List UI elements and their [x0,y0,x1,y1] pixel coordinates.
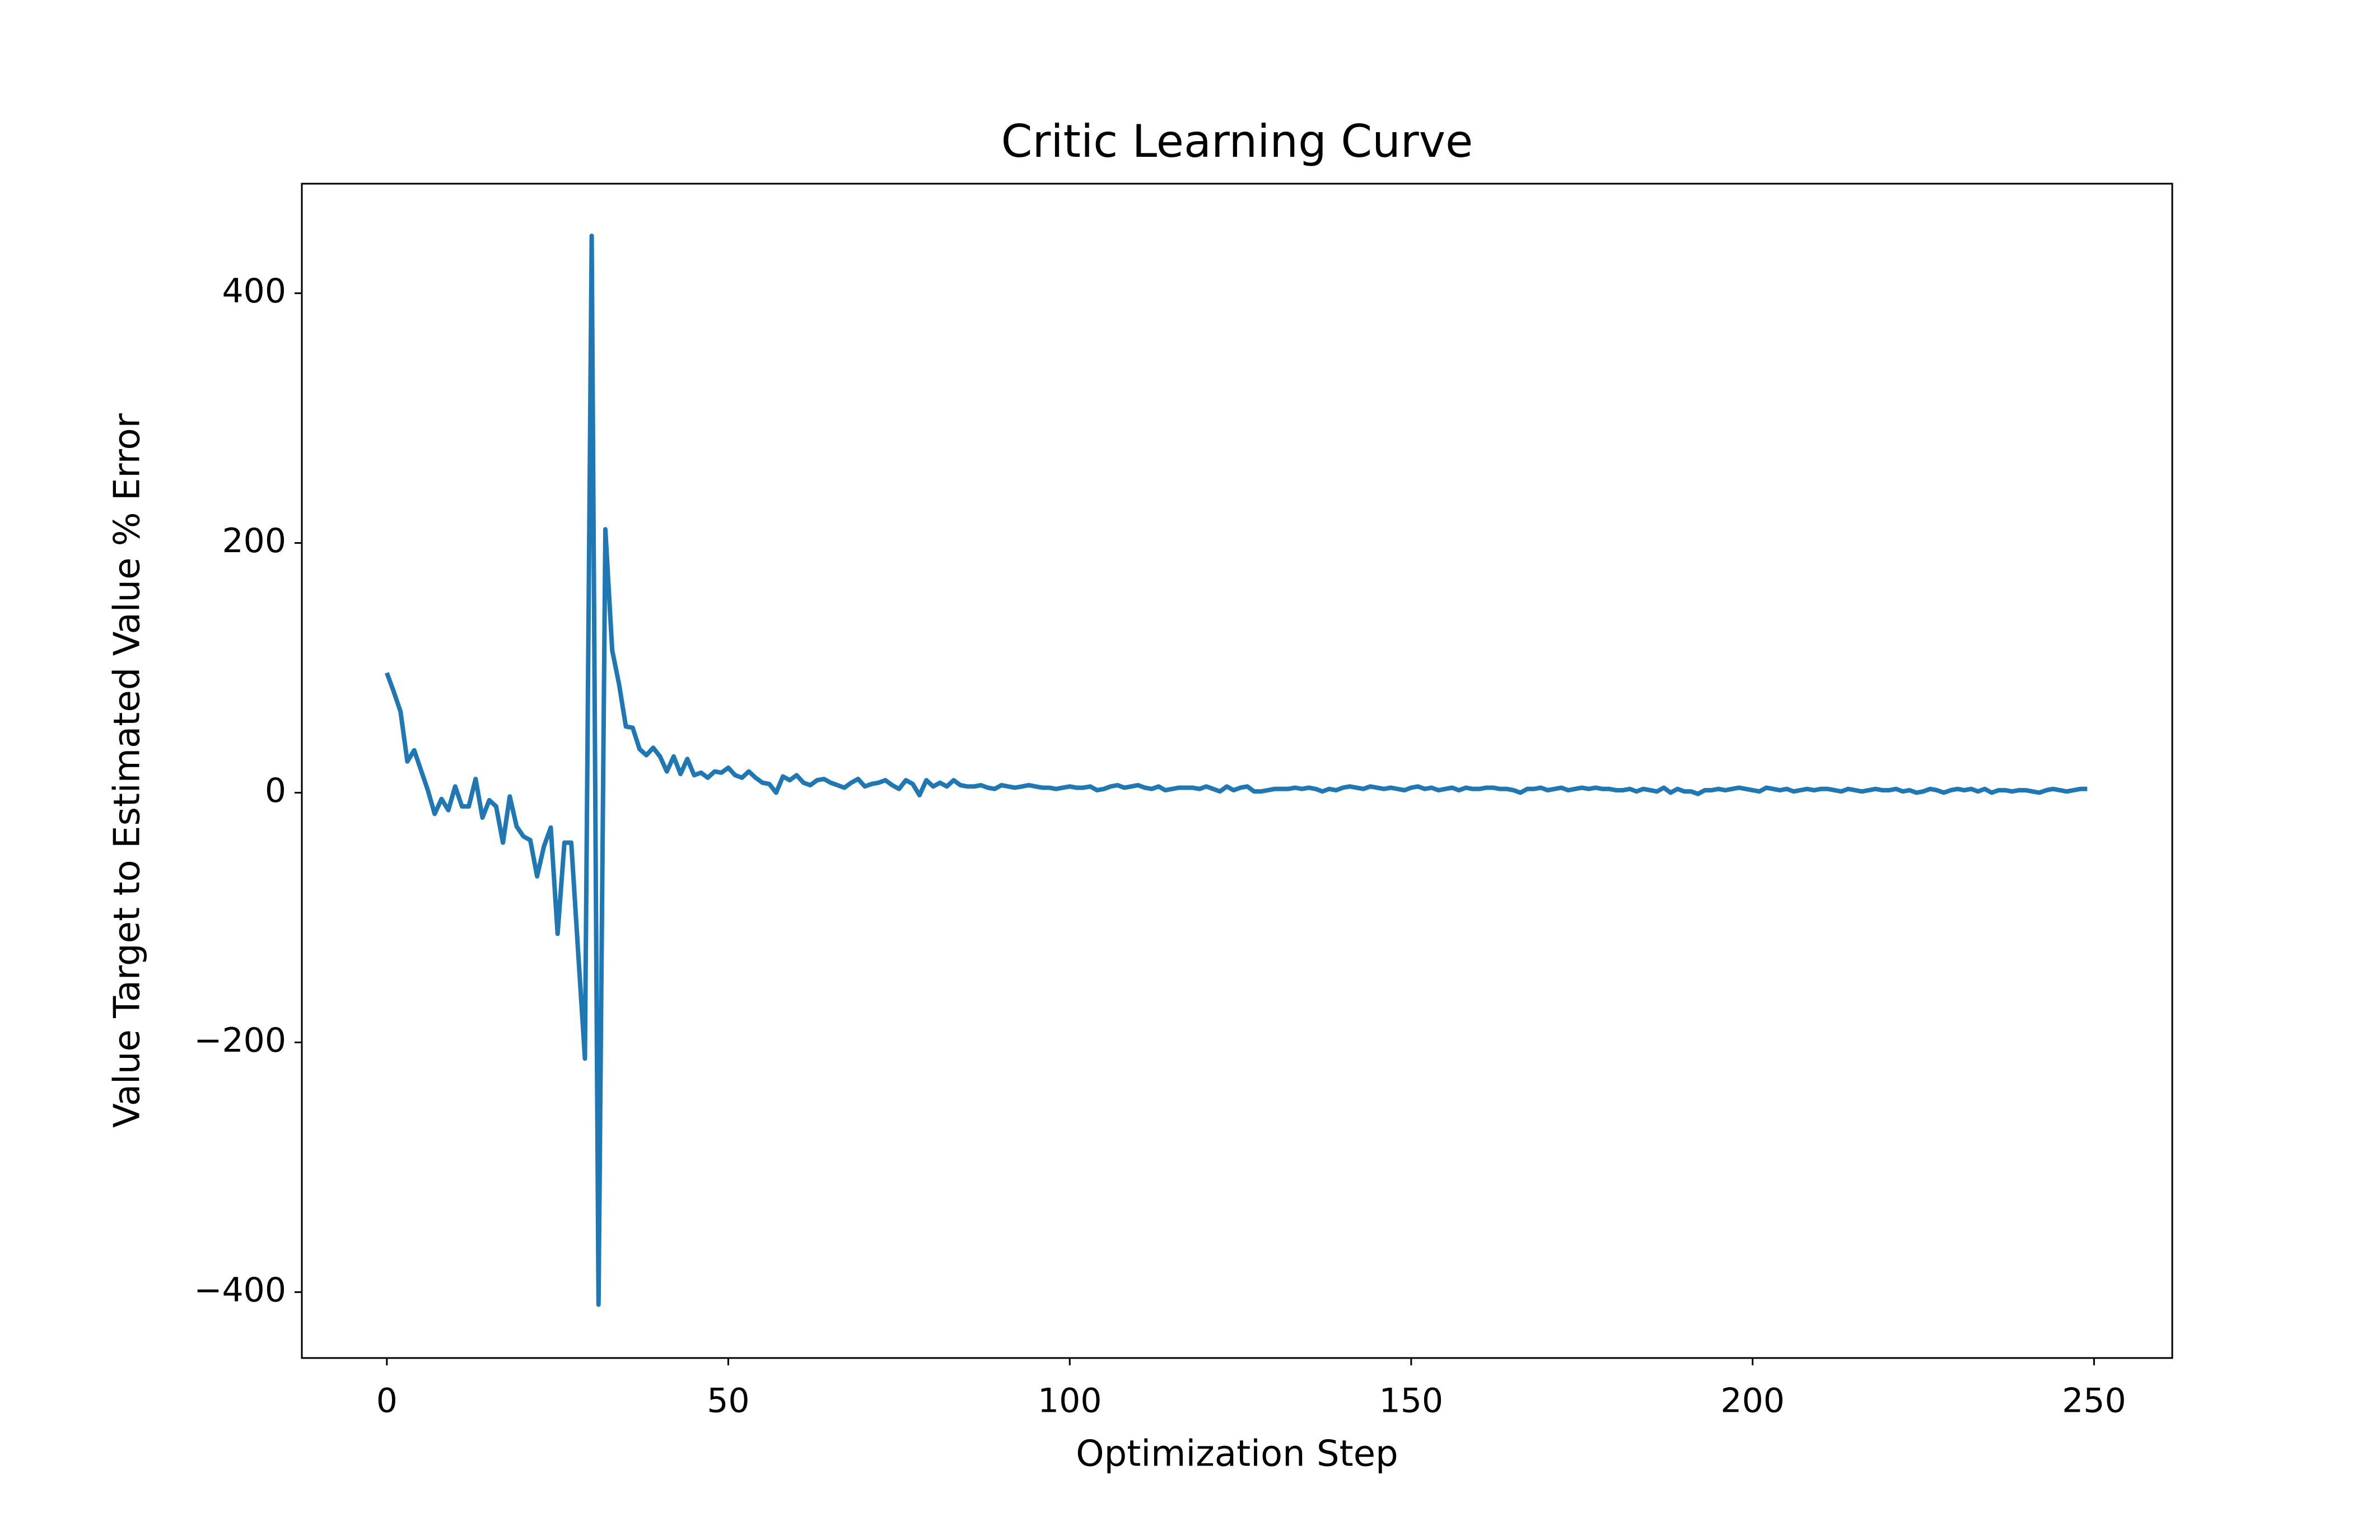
y-tick-label: 0 [265,771,286,810]
x-tick-label: 250 [2062,1382,2126,1421]
x-tick-label: 200 [1720,1382,1785,1421]
y-tick-label: 200 [222,521,286,561]
x-tick-label: 100 [1038,1382,1102,1421]
x-axis-label: Optimization Step [1076,1434,1398,1475]
x-tick-label: 150 [1379,1382,1444,1421]
y-tick-label: 400 [222,272,286,311]
line-series [385,234,2088,1307]
x-tick-label: 50 [707,1382,749,1421]
chart-title: Critic Learning Curve [1001,115,1473,167]
y-tick-label: −400 [194,1271,286,1310]
y-tick-label: −200 [194,1021,286,1060]
y-axis-label: Value Target to Estimated Value % Error [107,413,148,1128]
plot-frame [301,183,2173,1359]
x-tick-label: 0 [376,1382,398,1421]
